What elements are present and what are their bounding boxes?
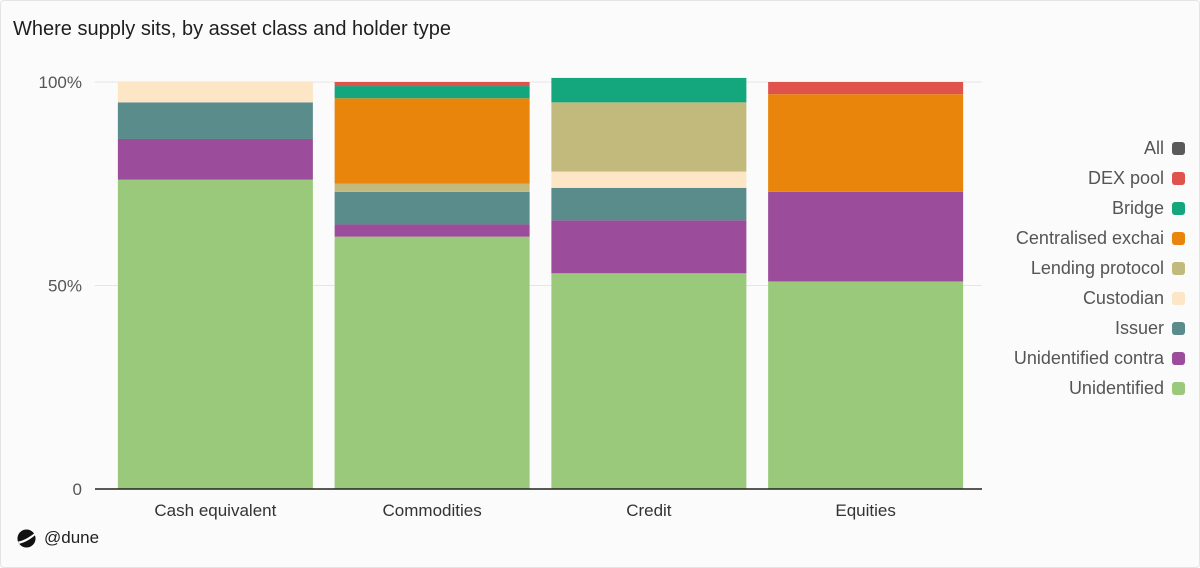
dune-logo-icon (17, 528, 36, 548)
bar-stack (117, 82, 313, 489)
brand-handle: @dune (44, 528, 100, 547)
legend-swatch (1172, 232, 1185, 245)
bar-segment[interactable] (117, 82, 313, 103)
bar-segment[interactable] (551, 220, 747, 274)
y-tick-label: 50% (48, 277, 82, 296)
legend-swatch (1172, 202, 1185, 215)
bar-segment[interactable] (334, 98, 530, 184)
legend-swatch (1172, 262, 1185, 275)
legend-swatch (1172, 382, 1185, 395)
x-tick-label: Commodities (383, 501, 482, 520)
legend-label: Custodian (1083, 288, 1164, 308)
legend-label: All (1144, 138, 1164, 158)
bar-segment[interactable] (768, 281, 964, 489)
bar-segment[interactable] (768, 82, 964, 95)
legend-swatch (1172, 172, 1185, 185)
legend-label: DEX pool (1088, 168, 1164, 188)
bar-segment[interactable] (334, 236, 530, 489)
bar-segment[interactable] (551, 171, 747, 188)
legend-swatch (1172, 142, 1185, 155)
legend-label: Bridge (1112, 198, 1164, 218)
bar-segment[interactable] (334, 224, 530, 237)
legend-swatch (1172, 292, 1185, 305)
bar-segment[interactable] (551, 77, 747, 103)
bar-segment[interactable] (117, 138, 313, 180)
legend-item[interactable]: Issuer (1115, 318, 1185, 338)
legend-label: Issuer (1115, 318, 1164, 338)
bar-segment[interactable] (768, 191, 964, 282)
bar-segment[interactable] (334, 191, 530, 225)
bar-segment[interactable] (334, 82, 530, 87)
bar-segment[interactable] (334, 86, 530, 99)
legend-item[interactable]: DEX pool (1088, 168, 1185, 188)
bar-stack (768, 82, 964, 489)
legend-item[interactable]: All (1144, 138, 1185, 158)
legend-label: Unidentified (1069, 378, 1164, 398)
x-tick-label: Credit (626, 501, 672, 520)
legend-item[interactable]: Centralised exchai (1016, 228, 1185, 248)
bar-stack (551, 77, 747, 489)
legend-label: Centralised exchai (1016, 228, 1164, 248)
x-tick-label: Equities (835, 501, 895, 520)
bars (117, 77, 964, 489)
bar-segment[interactable] (551, 102, 747, 172)
legend[interactable]: All DEX pool Bridge Centralised exchai Lendi… (1014, 138, 1185, 398)
bar-segment[interactable] (117, 179, 313, 489)
legend-item[interactable]: Unidentified (1069, 378, 1185, 398)
bar-segment[interactable] (551, 273, 747, 489)
bar-stack (334, 82, 530, 489)
legend-item[interactable]: Lending protocol (1031, 258, 1185, 278)
bar-segment[interactable] (768, 94, 964, 192)
legend-swatch (1172, 352, 1185, 365)
x-tick-label: Cash equivalent (154, 501, 276, 520)
bar-segment[interactable] (117, 102, 313, 139)
y-tick-label: 100% (39, 73, 82, 92)
bar-segment[interactable] (334, 183, 530, 192)
y-axis-ticks: 0 50% 100% (39, 73, 82, 499)
brand-watermark: @dune (17, 528, 99, 548)
y-tick-label: 0 (73, 480, 82, 499)
legend-item[interactable]: Custodian (1083, 288, 1185, 308)
legend-swatch (1172, 322, 1185, 335)
legend-label: Unidentified contra (1014, 348, 1165, 368)
legend-item[interactable]: Unidentified contra (1014, 348, 1185, 368)
chart-title: Where supply sits, by asset class and ho… (13, 18, 451, 40)
x-axis: Cash equivalent Commodities Credit Equities (95, 488, 982, 520)
bar-segment[interactable] (551, 187, 747, 221)
legend-item[interactable]: Bridge (1112, 198, 1185, 218)
legend-label: Lending protocol (1031, 258, 1164, 278)
